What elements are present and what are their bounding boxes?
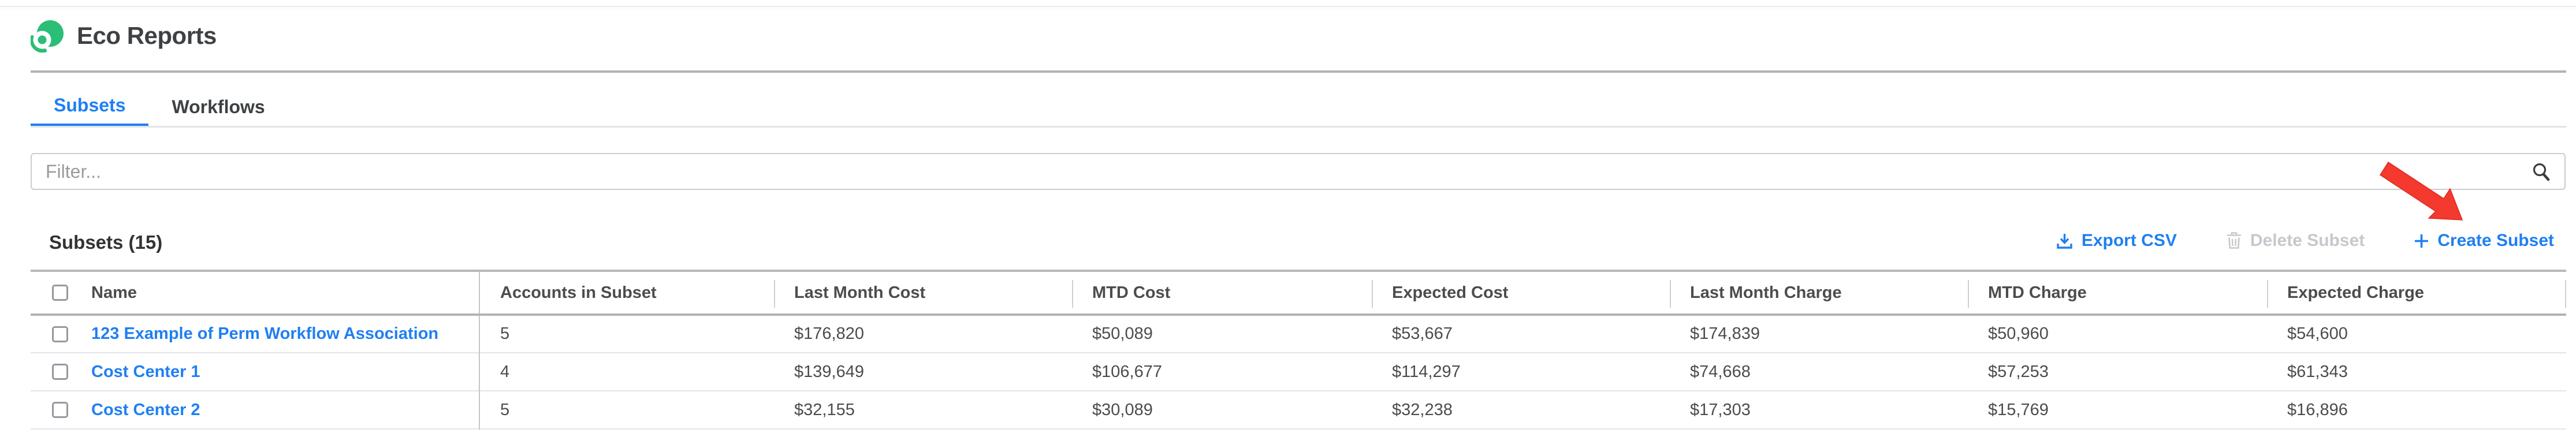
cell-mtd-charge: $57,253 xyxy=(1988,362,2049,381)
cell-expected-charge: $54,600 xyxy=(2287,324,2348,343)
cell-last-month-charge: $17,303 xyxy=(1690,400,1751,419)
toolbar-actions: Export CSV Delete Subset Create Subset xyxy=(2056,228,2554,253)
cell-mtd-cost: $30,089 xyxy=(1092,400,1153,419)
col-header-last-month-charge: Last Month Charge xyxy=(1670,271,1968,315)
subset-name-link[interactable]: Cost Center 1 xyxy=(91,362,200,381)
cell-expected-charge: $61,343 xyxy=(2287,362,2348,381)
app-header: Eco Reports xyxy=(31,19,217,53)
create-subset-button[interactable]: Create Subset xyxy=(2414,231,2554,251)
subset-name-link[interactable]: 123 Example of Perm Workflow Association xyxy=(91,324,439,343)
row-checkbox[interactable] xyxy=(52,364,68,380)
export-csv-label: Export CSV xyxy=(2081,231,2177,250)
cell-last-month-charge: $74,668 xyxy=(1690,362,1751,381)
subset-name-link[interactable]: Cost Center 2 xyxy=(91,400,200,419)
col-header-last-month-cost: Last Month Cost xyxy=(774,271,1072,315)
header-divider xyxy=(31,70,2566,73)
subsets-count-heading: Subsets (15) xyxy=(49,232,163,253)
row-checkbox[interactable] xyxy=(52,326,68,342)
filter-section xyxy=(31,153,2566,190)
delete-subset-button[interactable]: Delete Subset xyxy=(2226,231,2365,251)
top-divider xyxy=(0,6,2576,7)
search-icon[interactable] xyxy=(2532,162,2551,182)
table-header-row: Name Accounts in Subset Last Month Cost … xyxy=(31,271,2566,315)
cell-mtd-charge: $15,769 xyxy=(1988,400,2049,419)
cell-expected-cost: $32,238 xyxy=(1392,400,1453,419)
cell-expected-cost: $53,667 xyxy=(1392,324,1453,343)
cell-mtd-charge: $50,960 xyxy=(1988,324,2049,343)
cell-last-month-cost: $32,155 xyxy=(794,400,855,419)
cell-expected-charge: $16,896 xyxy=(2287,400,2348,419)
export-csv-button[interactable]: Export CSV xyxy=(2056,231,2177,251)
col-header-expected-charge: Expected Charge xyxy=(2267,271,2566,315)
cell-accounts: 5 xyxy=(479,315,774,353)
tab-subsets[interactable]: Subsets xyxy=(31,87,149,128)
spot-logo-icon xyxy=(31,20,64,53)
table-row: Cost Center 1 4 $139,649 $106,677 $114,2… xyxy=(31,353,2566,391)
tab-bar-underline xyxy=(31,126,2566,128)
subsets-table: Name Accounts in Subset Last Month Cost … xyxy=(31,270,2566,430)
col-header-accounts-in-subset: Accounts in Subset xyxy=(479,271,774,315)
table-row: Cost Center 2 5 $32,155 $30,089 $32,238 … xyxy=(31,391,2566,429)
col-header-mtd-cost: MTD Cost xyxy=(1072,271,1372,315)
filter-input[interactable] xyxy=(31,153,2566,190)
page-title: Eco Reports xyxy=(77,22,217,49)
download-icon xyxy=(2057,233,2072,249)
plus-icon xyxy=(2415,234,2429,248)
col-header-expected-cost: Expected Cost xyxy=(1372,271,1670,315)
create-subset-label: Create Subset xyxy=(2437,231,2554,250)
col-header-name: Name xyxy=(91,283,137,302)
cell-last-month-charge: $174,839 xyxy=(1690,324,1760,343)
tab-workflows[interactable]: Workflows xyxy=(172,96,265,117)
cell-last-month-cost: $176,820 xyxy=(794,324,864,343)
table-row: 123 Example of Perm Workflow Association… xyxy=(31,315,2566,353)
tab-bar: Subsets Workflows xyxy=(31,87,288,128)
cell-expected-cost: $114,297 xyxy=(1392,362,1461,381)
delete-subset-label: Delete Subset xyxy=(2250,231,2365,250)
row-checkbox[interactable] xyxy=(52,402,68,418)
col-header-mtd-charge: MTD Charge xyxy=(1968,271,2267,315)
select-all-checkbox[interactable] xyxy=(52,285,68,301)
trash-icon xyxy=(2227,232,2241,249)
cell-accounts: 5 xyxy=(479,391,774,429)
cell-last-month-cost: $139,649 xyxy=(794,362,864,381)
cell-mtd-cost: $50,089 xyxy=(1092,324,1153,343)
cell-mtd-cost: $106,677 xyxy=(1092,362,1162,381)
cell-accounts: 4 xyxy=(479,353,774,391)
